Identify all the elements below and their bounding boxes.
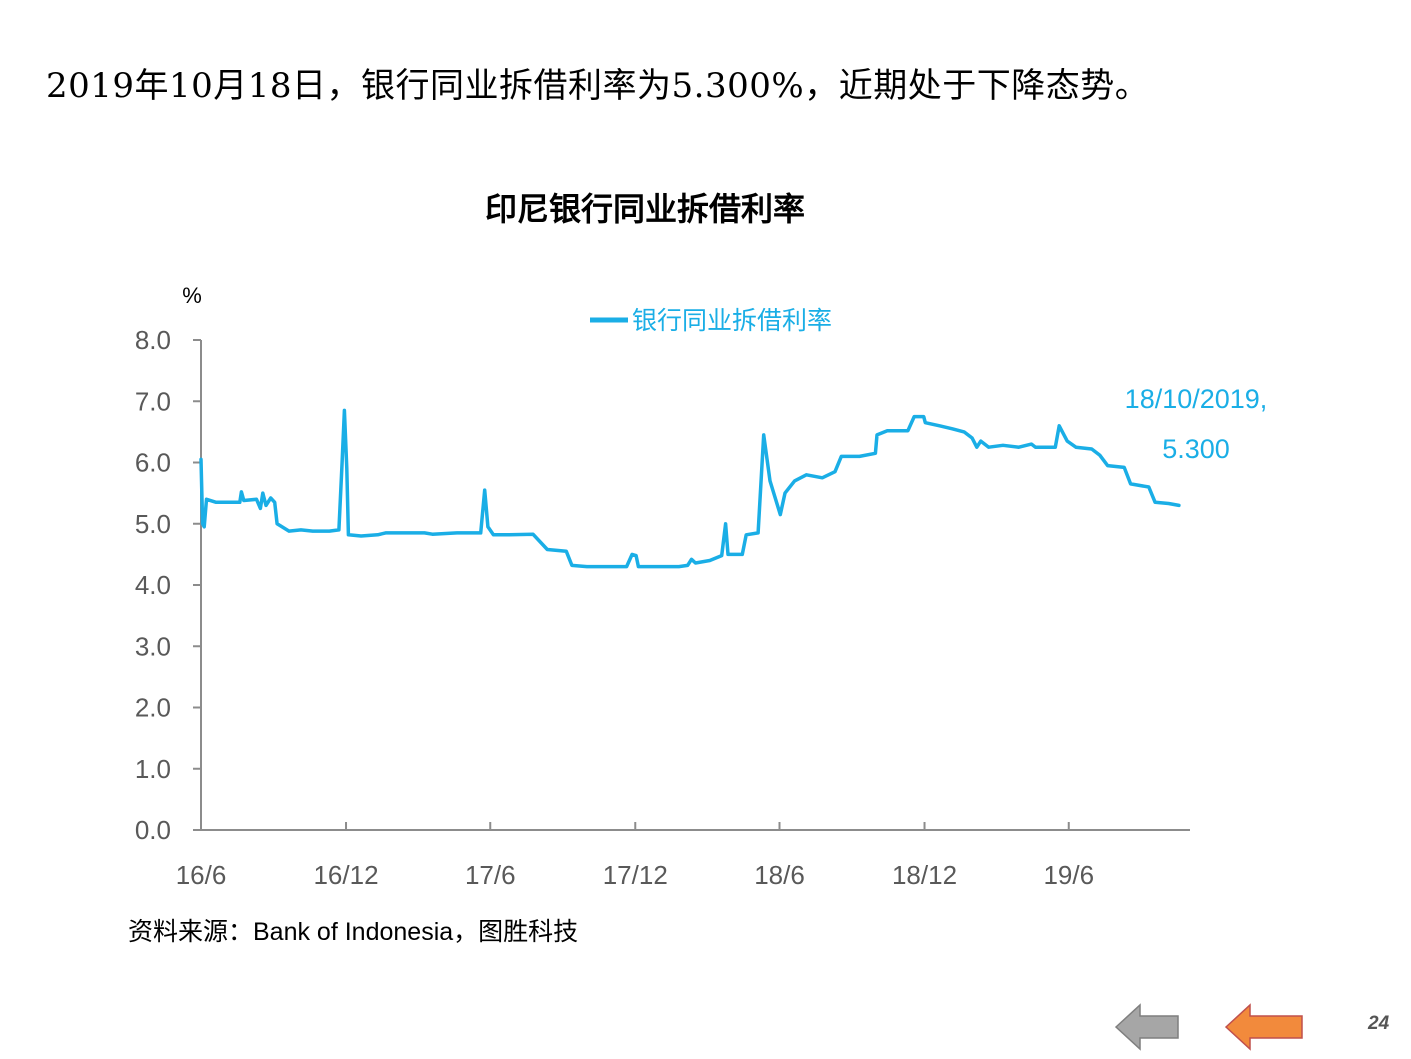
y-tick-label: 4.0 bbox=[135, 570, 171, 600]
y-axis: 0.0 1.0 2.0 3.0 4.0 5.0 6.0 7.0 8.0 bbox=[135, 325, 202, 845]
y-tick-label: 8.0 bbox=[135, 325, 171, 355]
y-tick-label: 3.0 bbox=[135, 631, 171, 661]
previous-page-button[interactable] bbox=[1112, 1000, 1182, 1054]
left-arrow-gray-icon bbox=[1114, 1003, 1179, 1051]
series-line-interbank-rate bbox=[199, 408, 1181, 569]
y-axis-unit: % bbox=[182, 283, 202, 308]
x-tick-label: 17/12 bbox=[603, 860, 668, 890]
x-tick-label: 16/12 bbox=[313, 860, 378, 890]
x-tick-label: 19/6 bbox=[1043, 860, 1094, 890]
annotation-value: 5.300 bbox=[1162, 434, 1230, 464]
page-number: 24 bbox=[1368, 1013, 1390, 1034]
x-tick-label: 18/6 bbox=[754, 860, 805, 890]
legend-label: 银行同业拆借利率 bbox=[632, 307, 832, 335]
annotation-date: 18/10/2019, bbox=[1125, 384, 1268, 414]
chart-title: 印尼银行同业拆借利率 bbox=[485, 191, 805, 227]
last-value-annotation: 18/10/2019, 5.300 bbox=[1125, 384, 1268, 464]
x-axis: 16/6 16/12 17/6 17/12 18/6 18/12 19/6 bbox=[176, 822, 1190, 890]
y-tick-label: 6.0 bbox=[135, 448, 171, 478]
x-tick-label: 17/6 bbox=[465, 860, 516, 890]
x-tick-label: 16/6 bbox=[176, 860, 227, 890]
headline: 2019年10月18日，银行同业拆借利率为5.300%，近期处于下降态势。 bbox=[46, 66, 1150, 106]
source-note: 资料来源：Bank of Indonesia，图胜科技 bbox=[128, 918, 579, 946]
left-arrow-orange-icon bbox=[1224, 1003, 1303, 1051]
y-tick-label: 7.0 bbox=[135, 386, 171, 416]
legend: 银行同业拆借利率 bbox=[590, 307, 832, 335]
next-page-button[interactable] bbox=[1222, 1000, 1306, 1054]
y-tick-label: 1.0 bbox=[135, 754, 171, 784]
x-tick-label: 18/12 bbox=[892, 860, 957, 890]
y-tick-label: 2.0 bbox=[135, 693, 171, 723]
y-tick-label: 0.0 bbox=[135, 815, 171, 845]
y-tick-label: 5.0 bbox=[135, 509, 171, 539]
